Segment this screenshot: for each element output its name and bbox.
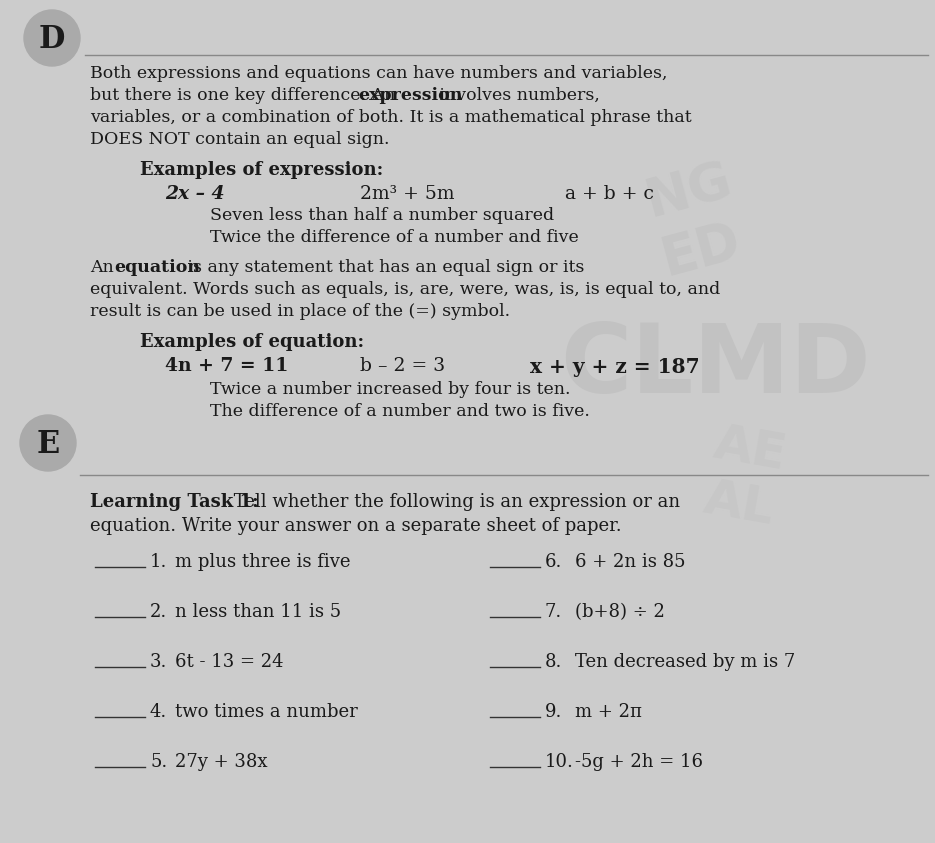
Text: 5.: 5. [150,753,167,771]
Text: result is can be used in place of the (=) symbol.: result is can be used in place of the (=… [90,303,511,320]
Text: 9.: 9. [545,703,562,721]
Text: involves numbers,: involves numbers, [434,87,600,104]
Text: 4.: 4. [150,703,167,721]
Text: D: D [39,24,65,55]
Text: 1.: 1. [150,553,167,571]
Text: Examples of expression:: Examples of expression: [140,161,383,179]
Text: Both expressions and equations can have numbers and variables,: Both expressions and equations can have … [90,65,668,82]
Text: 8.: 8. [545,653,562,671]
Text: 6.: 6. [545,553,562,571]
Text: equivalent. Words such as equals, is, are, were, was, is, is equal to, and: equivalent. Words such as equals, is, ar… [90,281,720,298]
Text: 6 + 2n is 85: 6 + 2n is 85 [575,553,685,571]
Text: 6t - 13 = 24: 6t - 13 = 24 [175,653,283,671]
Text: E: E [36,429,60,460]
Text: Twice a number increased by four is ten.: Twice a number increased by four is ten. [210,381,570,398]
Text: Seven less than half a number squared: Seven less than half a number squared [210,207,554,224]
Text: m + 2π: m + 2π [575,703,641,721]
Text: 3.: 3. [150,653,167,671]
Text: variables, or a combination of both. It is a mathematical phrase that: variables, or a combination of both. It … [90,109,692,126]
Text: expression: expression [358,87,463,104]
Text: 7.: 7. [545,603,562,621]
Text: is any statement that has an equal sign or its: is any statement that has an equal sign … [182,259,584,276]
Circle shape [24,10,80,66]
Text: m plus three is five: m plus three is five [175,553,351,571]
Text: 2m³ + 5m: 2m³ + 5m [360,185,454,203]
Text: 27y + 38x: 27y + 38x [175,753,267,771]
Text: NG
ED: NG ED [640,155,754,286]
Text: Learning Task 1:: Learning Task 1: [90,493,259,511]
Text: 4n + 7 = 11: 4n + 7 = 11 [165,357,288,375]
Text: AE
AL: AE AL [700,420,790,534]
Text: b – 2 = 3: b – 2 = 3 [360,357,445,375]
Text: An: An [90,259,120,276]
Text: Tell whether the following is an expression or an: Tell whether the following is an express… [228,493,680,511]
Text: two times a number: two times a number [175,703,358,721]
Text: 2.: 2. [150,603,167,621]
Text: equation. Write your answer on a separate sheet of paper.: equation. Write your answer on a separat… [90,517,622,535]
Text: 2x – 4: 2x – 4 [165,185,224,203]
Text: x + y + z = 187: x + y + z = 187 [530,357,699,377]
Text: The difference of a number and two is five.: The difference of a number and two is fi… [210,403,590,420]
Circle shape [20,415,76,471]
Text: n less than 11 is 5: n less than 11 is 5 [175,603,341,621]
Text: CLMD: CLMD [560,320,870,413]
Text: Twice the difference of a number and five: Twice the difference of a number and fiv… [210,229,579,246]
Text: -5g + 2h = 16: -5g + 2h = 16 [575,753,703,771]
Text: Ten decreased by m is 7: Ten decreased by m is 7 [575,653,796,671]
Text: but there is one key difference. An: but there is one key difference. An [90,87,401,104]
Text: equation: equation [114,259,200,276]
Text: 10.: 10. [545,753,574,771]
Text: Examples of equation:: Examples of equation: [140,333,364,351]
Text: DOES NOT contain an equal sign.: DOES NOT contain an equal sign. [90,131,390,148]
Text: a + b + c: a + b + c [565,185,654,203]
Text: (b+8) ÷ 2: (b+8) ÷ 2 [575,603,665,621]
